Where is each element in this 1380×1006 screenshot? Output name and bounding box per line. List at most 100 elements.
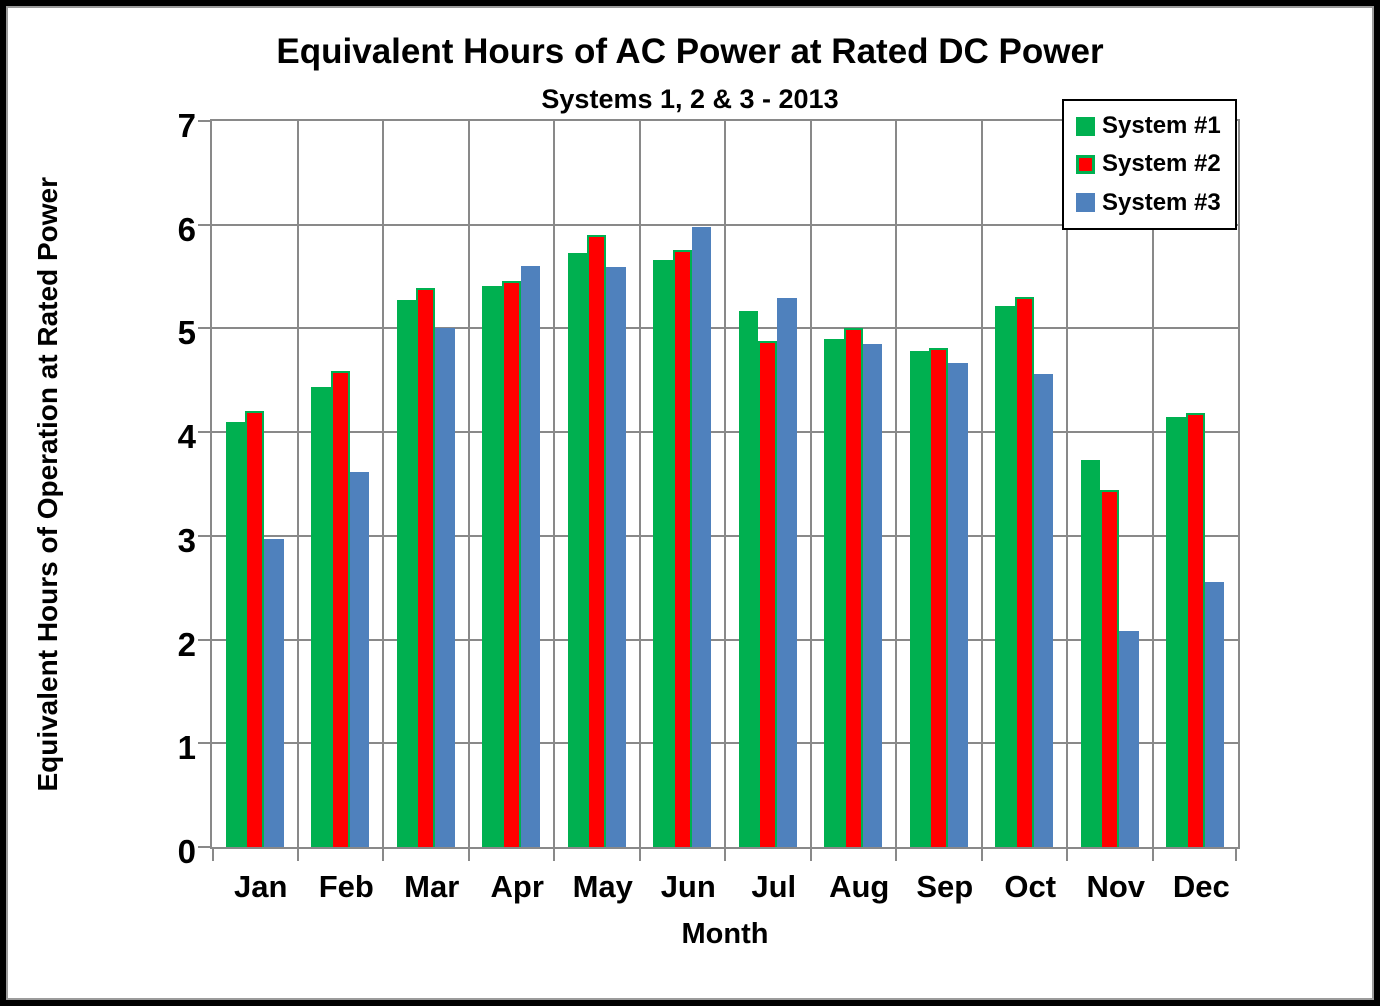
bar-system-2-sep [929, 348, 949, 847]
legend-marker-icon [1076, 116, 1095, 136]
y-tick-label: 4 [177, 418, 196, 456]
chart-title: Equivalent Hours of AC Power at Rated DC… [276, 32, 1104, 71]
x-axis-tick [382, 849, 384, 861]
x-axis-tick [1066, 849, 1068, 861]
bar-system-3-mar [435, 328, 455, 847]
bar-system-1-jan [225, 421, 246, 847]
gridline-vertical [1151, 121, 1154, 847]
bar-system-3-may [606, 267, 626, 847]
x-axis-tick [895, 849, 897, 861]
y-tick-label: 0 [177, 833, 196, 870]
bar-system-1-apr [482, 285, 502, 847]
x-tick-label-dec: Dec [1172, 869, 1230, 904]
x-axis-tick [809, 849, 812, 861]
bar-system-2-nov [1100, 490, 1120, 847]
legend-marker-icon [1076, 193, 1095, 213]
legend-marker-icon [1076, 154, 1095, 174]
bar-system-2-aug [843, 328, 863, 847]
bar-system-2-jun [672, 249, 692, 847]
gridline-vertical [467, 121, 470, 847]
x-axis-tick [1235, 849, 1237, 861]
legend-item-system-2: System #2 [1076, 150, 1231, 178]
legend-item-system-1: System #1 [1076, 112, 1231, 140]
legend-label: System #2 [1102, 150, 1221, 178]
bar-system-1-jun [653, 259, 673, 847]
bar-system-2-feb [330, 370, 350, 847]
bar-system-1-feb [311, 386, 331, 847]
x-axis-tick [553, 849, 555, 861]
x-axis-tick [724, 849, 726, 861]
y-tick-label: 7 [177, 107, 196, 144]
x-tick-label-nov: Nov [1086, 869, 1146, 904]
x-tick-label-feb: Feb [318, 869, 374, 904]
bar-system-3-sep [948, 362, 968, 847]
y-tick-label: 6 [177, 210, 196, 248]
bar-system-3-nov [1119, 631, 1139, 847]
bar-system-1-jul [738, 310, 759, 847]
gridline-vertical [809, 121, 812, 847]
x-tick-label-jul: Jul [751, 869, 797, 904]
y-tick-label: 5 [177, 314, 196, 352]
bar-system-1-dec [1166, 416, 1186, 847]
bar-system-3-jul [777, 298, 797, 847]
x-tick-label-jan: Jan [234, 869, 288, 904]
plot-area [198, 119, 1240, 861]
gridline-vertical [296, 121, 299, 847]
y-axis-tick [198, 431, 210, 434]
x-axis-tick [296, 849, 299, 861]
bar-system-1-mar [396, 300, 417, 847]
gridline-vertical [895, 121, 897, 847]
gridline-vertical [724, 121, 726, 847]
x-axis-tick [638, 849, 641, 861]
bar-system-2-mar [416, 287, 436, 847]
y-axis-tick [198, 638, 210, 641]
y-tick-label: 1 [177, 729, 196, 767]
x-tick-label-sep: Sep [916, 869, 974, 904]
x-tick-label-may: May [572, 869, 633, 904]
bar-system-1-aug [824, 338, 844, 847]
y-axis-tick [198, 534, 210, 537]
y-axis-title-box: Equivalent Hours of Operation at Rated P… [16, 119, 80, 849]
x-axis-tick [980, 849, 983, 861]
x-tick-label-oct: Oct [1004, 869, 1057, 904]
bar-system-3-jan [264, 538, 284, 847]
gridline-vertical [980, 121, 983, 847]
legend-item-system-3: System #3 [1076, 189, 1231, 217]
legend-label: System #1 [1102, 112, 1221, 140]
bar-system-3-jun [691, 226, 712, 847]
x-tick-label-apr: Apr [490, 869, 544, 904]
gridline-vertical [553, 121, 555, 847]
y-tick-label: 2 [177, 625, 196, 663]
x-axis-title: Month [681, 918, 769, 950]
y-axis-tick [198, 223, 210, 226]
bar-system-1-nov [1080, 460, 1101, 847]
bar-system-2-dec [1185, 413, 1205, 847]
bar-system-3-feb [349, 471, 370, 847]
y-axis-tick [198, 846, 210, 848]
y-axis-title: Equivalent Hours of Operation at Rated P… [32, 176, 63, 792]
x-axis-tick [212, 849, 214, 861]
y-tick-label: 3 [177, 521, 196, 559]
y-axis-tick [198, 327, 210, 330]
bar-system-1-may [567, 252, 588, 847]
bar-system-1-sep [909, 351, 930, 847]
gridline-vertical [382, 121, 384, 847]
bar-system-2-apr [501, 280, 521, 847]
bar-system-3-dec [1204, 581, 1225, 847]
bar-system-3-oct [1033, 374, 1054, 847]
y-axis-tick [198, 742, 210, 745]
bar-system-2-oct [1014, 297, 1034, 847]
bar-system-2-may [587, 235, 607, 847]
gridline-vertical [638, 121, 641, 847]
chart-subtitle: Systems 1, 2 & 3 - 2013 [541, 84, 839, 114]
x-axis-tick [1151, 849, 1154, 861]
gridline-vertical [1066, 121, 1068, 847]
bar-system-2-jan [245, 411, 265, 847]
bar-system-3-aug [862, 344, 883, 847]
x-tick-label-aug: Aug [829, 869, 890, 904]
x-axis-tick [467, 849, 470, 861]
x-tick-label-mar: Mar [404, 869, 460, 904]
legend: System #1 System #2 System #3 [1062, 99, 1237, 230]
bar-system-3-apr [520, 266, 541, 847]
